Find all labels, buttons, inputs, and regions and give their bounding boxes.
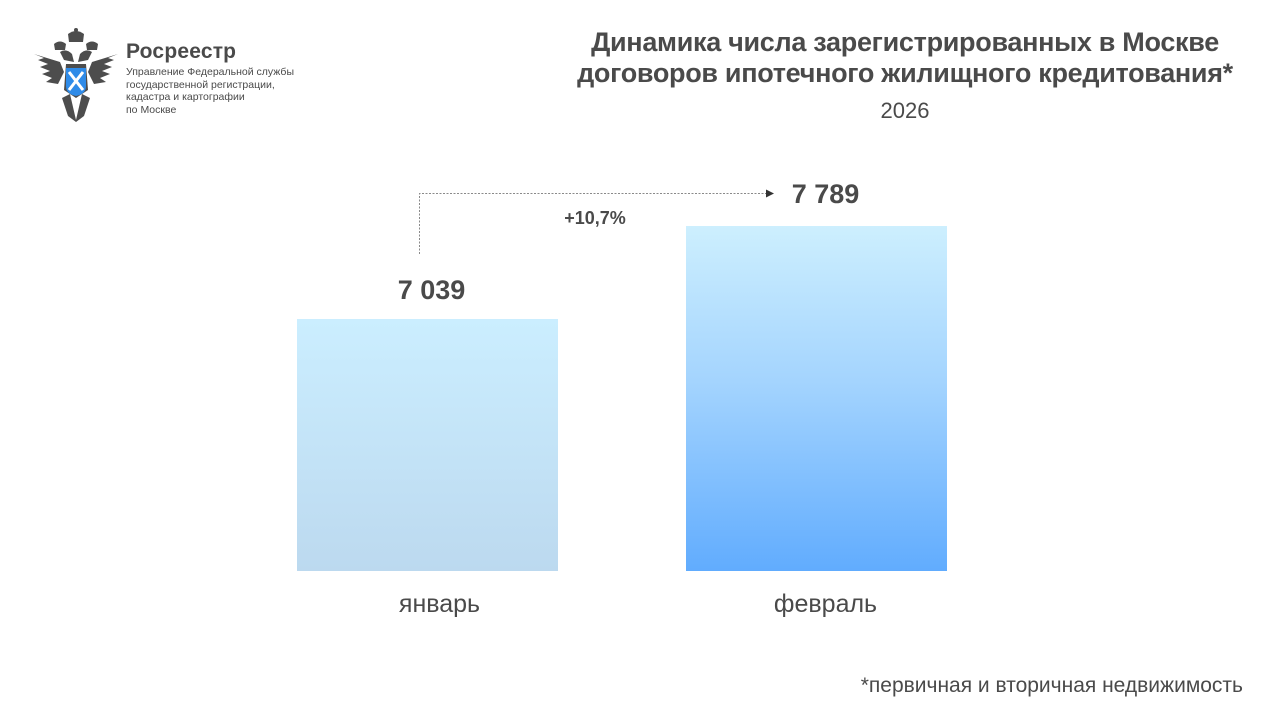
double-headed-eagle-emblem-icon [34, 28, 118, 122]
chart-subtitle-year: 2026 [880, 98, 930, 123]
logo-subtitle-line: кадастра и картографии [126, 91, 245, 103]
rosreestr-logo: Росреестр Управление Федеральной службы … [30, 24, 294, 122]
logo-subtitle-line: Управление Федеральной службы [126, 66, 294, 78]
chart-title: Динамика числа зарегистрированных в Моск… [540, 27, 1270, 89]
category-label-february: февраль [773, 590, 878, 618]
bar-value-label-january: 7 039 [397, 275, 466, 305]
chart-title-line: Динамика числа зарегистрированных в Моск… [591, 27, 1219, 57]
bar-value-label-february: 7 789 [791, 179, 860, 209]
bar-january [297, 319, 558, 571]
growth-arrow-icon [419, 189, 774, 254]
chart-title-line: договоров ипотечного жилищного кредитова… [577, 58, 1233, 88]
bar-february [686, 226, 947, 571]
logo-name: Росреестр [126, 40, 237, 63]
logo-subtitle: Управление Федеральной службы государств… [126, 66, 294, 116]
growth-percent-label: +10,7% [564, 208, 626, 228]
category-label-january: январь [398, 590, 481, 618]
footnote: *первичная и вторичная недвижимость [860, 674, 1243, 697]
logo-subtitle-line: по Москве [126, 103, 177, 116]
logo-subtitle-line: государственной регистрации, [126, 78, 275, 91]
